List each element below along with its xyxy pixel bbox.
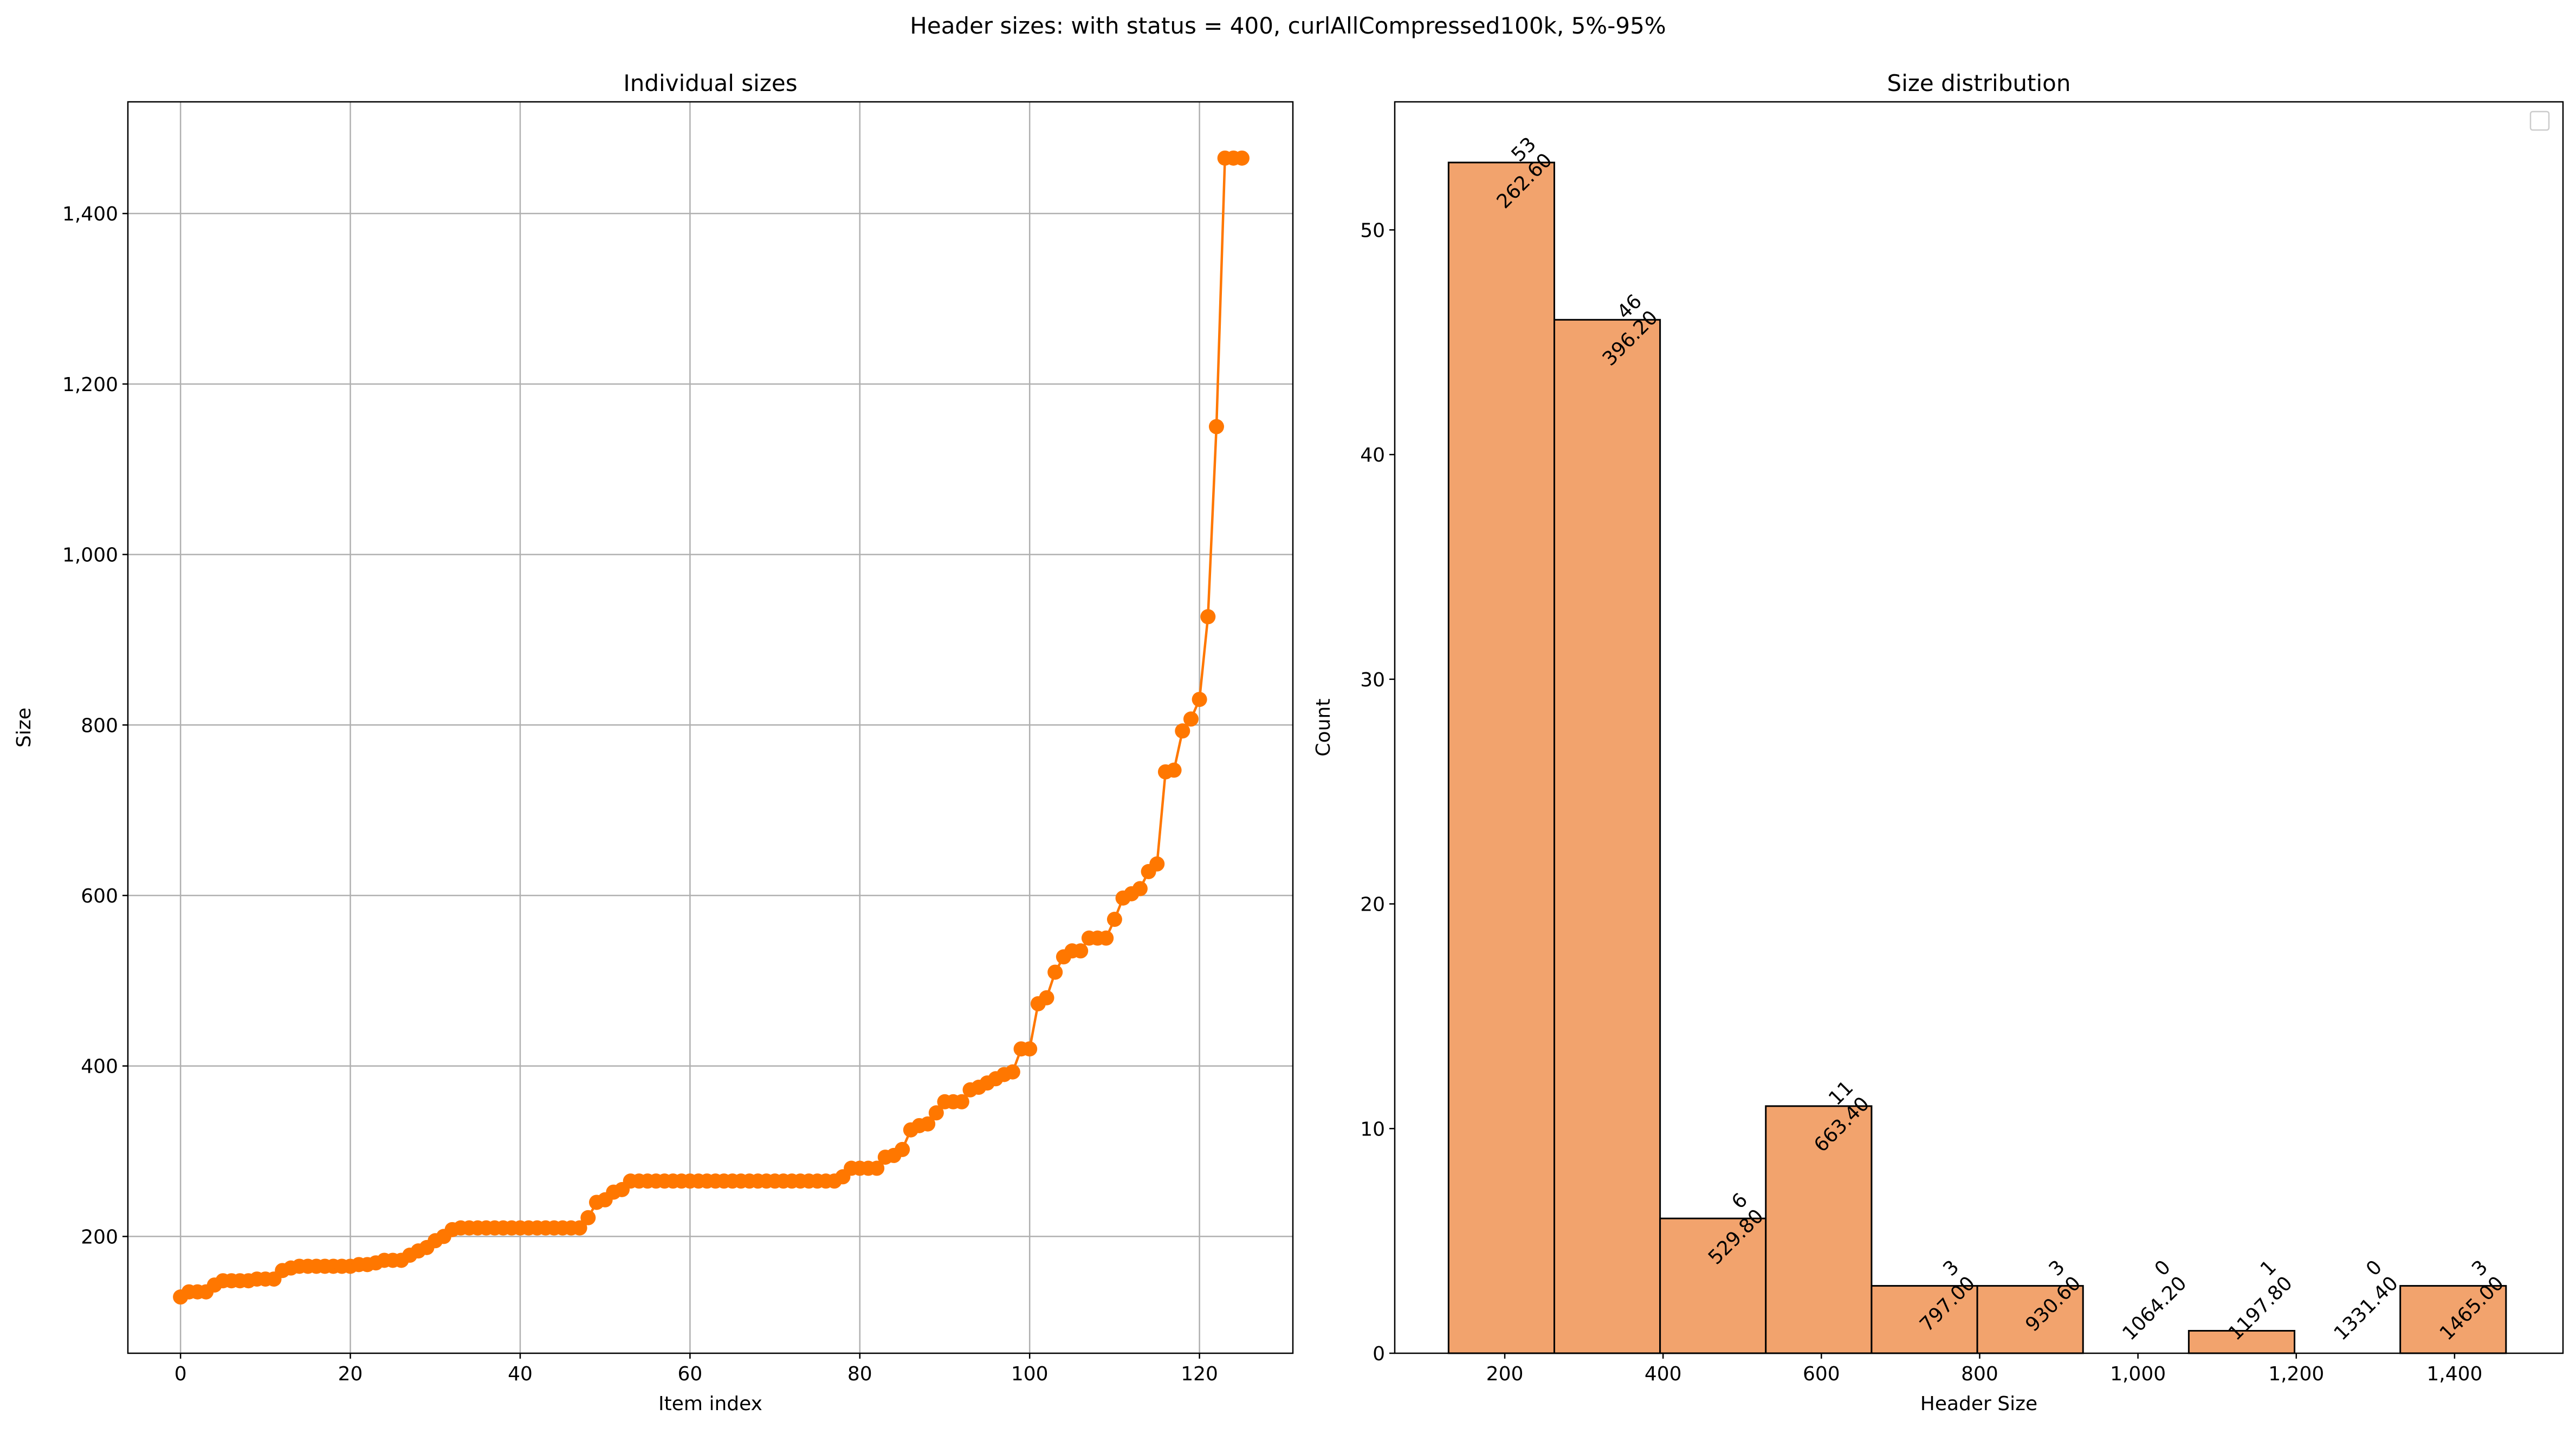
histogram-bar — [1447, 161, 1555, 1354]
y-tick-label: 40 — [1360, 444, 1385, 466]
x-tick-label: 600 — [1803, 1363, 1840, 1385]
y-tick-label: 50 — [1360, 219, 1385, 242]
data-point — [1022, 1041, 1038, 1057]
x-tick-label: 60 — [677, 1363, 702, 1385]
bar-annotation: 01064.20 — [2102, 1256, 2191, 1345]
y-axis-label: Size — [13, 707, 35, 748]
histogram-bar — [1553, 319, 1661, 1354]
x-tick-label: 800 — [1961, 1363, 1998, 1385]
y-tick-label: 1,000 — [62, 544, 118, 567]
y-tick-label: 1,400 — [62, 203, 118, 225]
data-point — [1132, 881, 1148, 897]
data-point — [1149, 856, 1165, 872]
data-point — [954, 1094, 969, 1109]
y-tick-label: 600 — [81, 885, 118, 907]
histogram-bar — [2399, 1285, 2507, 1354]
axes-title: Size distribution — [1887, 70, 2071, 96]
y-tick-label: 400 — [81, 1056, 118, 1078]
size-series-line — [179, 157, 1242, 1299]
x-axis-label: Item index — [658, 1393, 762, 1415]
x-axis-label: Header Size — [1920, 1393, 2037, 1415]
y-tick-label: 0 — [1373, 1343, 1385, 1365]
annotation-edge: 1331.40 — [2330, 1272, 2403, 1345]
data-point — [1234, 150, 1250, 166]
data-point — [1106, 912, 1122, 927]
histogram-bar — [1765, 1105, 1873, 1354]
x-tick-label: 400 — [1645, 1363, 1682, 1385]
data-point — [920, 1116, 936, 1132]
data-point — [869, 1160, 885, 1176]
line-chart-individual-sizes: 0 20 40 60 80 100 120 200 400 600 800 1,000 1,200 1,4… — [13, 70, 1294, 1415]
data-point — [1192, 692, 1207, 707]
data-point — [1047, 964, 1063, 980]
histogram-bar — [1659, 1217, 1767, 1354]
x-tick-label: 80 — [847, 1363, 872, 1385]
axes-frame — [127, 101, 1294, 1354]
data-point — [928, 1105, 944, 1121]
data-point — [1073, 943, 1089, 959]
histogram-bar — [1976, 1285, 2084, 1354]
axes-frame — [1394, 101, 2564, 1354]
x-tick-label: 120 — [1181, 1363, 1218, 1385]
data-point — [1005, 1064, 1020, 1080]
y-axis-label: Count — [1312, 699, 1335, 757]
data-point — [1200, 609, 1216, 625]
empty-legend — [2529, 111, 2550, 131]
x-tick-label: 200 — [1486, 1363, 1524, 1385]
y-tick-label: 20 — [1360, 894, 1385, 916]
axes-title: Individual sizes — [623, 70, 797, 96]
data-point — [1183, 711, 1199, 727]
histogram-bar — [2187, 1330, 2296, 1354]
y-tick-label: 200 — [81, 1226, 118, 1248]
data-point — [895, 1141, 910, 1157]
histogram-size-distribution: 200 400 600 800 1,000 1,200 1,400 0 10 20 30 40 50 Si… — [1312, 70, 2564, 1415]
annotation-edge: 1064.20 — [2118, 1272, 2191, 1345]
data-point — [1166, 762, 1182, 778]
data-point — [1098, 930, 1114, 946]
figure-title: Header sizes: with status = 400, curlAll… — [910, 12, 1666, 39]
y-tick-label: 30 — [1360, 669, 1385, 691]
histogram-bar — [1870, 1285, 1978, 1354]
x-tick-label: 100 — [1011, 1363, 1048, 1385]
x-tick-label: 1,400 — [2426, 1363, 2482, 1385]
bar-annotation: 01331.40 — [2314, 1256, 2403, 1345]
data-point — [1175, 723, 1190, 739]
data-point — [572, 1220, 587, 1236]
x-tick-label: 0 — [174, 1363, 187, 1385]
x-tick-label: 1,200 — [2268, 1363, 2324, 1385]
x-tick-label: 40 — [508, 1363, 533, 1385]
y-tick-label: 800 — [81, 715, 118, 737]
data-point — [580, 1210, 596, 1225]
x-tick-label: 1,000 — [2110, 1363, 2166, 1385]
y-tick-label: 10 — [1360, 1118, 1385, 1140]
data-point — [1039, 990, 1054, 1005]
x-tick-label: 20 — [338, 1363, 363, 1385]
y-tick-label: 1,200 — [62, 374, 118, 396]
data-point — [1208, 419, 1224, 434]
